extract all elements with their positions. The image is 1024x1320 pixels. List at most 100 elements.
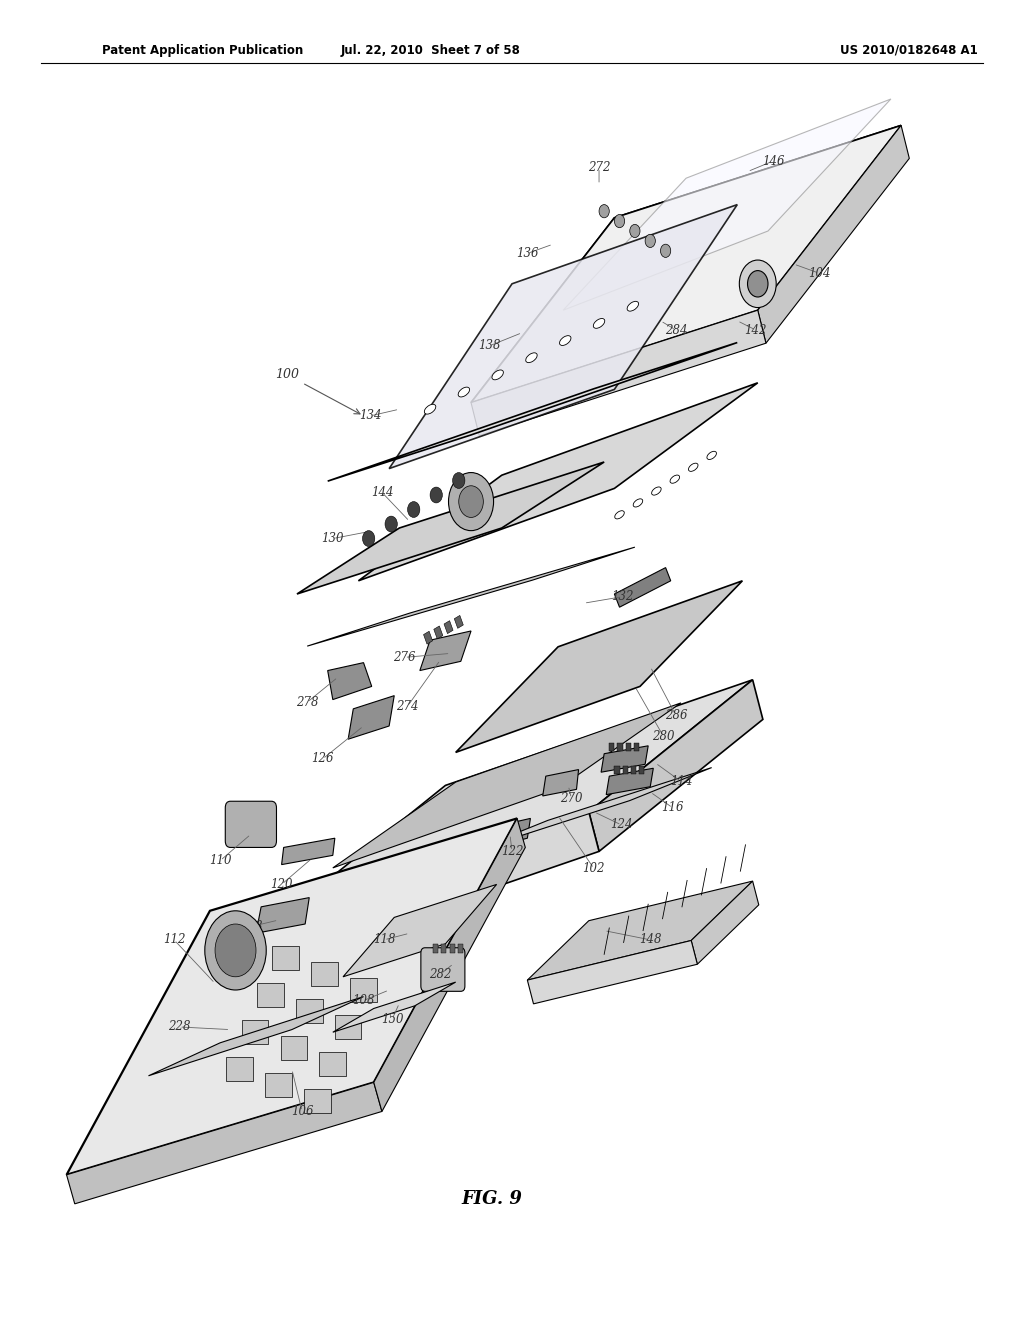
Polygon shape xyxy=(389,205,737,469)
Text: 126: 126 xyxy=(311,752,334,766)
Polygon shape xyxy=(282,680,753,917)
Ellipse shape xyxy=(614,511,625,519)
Ellipse shape xyxy=(688,463,698,471)
Polygon shape xyxy=(420,631,471,671)
Circle shape xyxy=(430,487,442,503)
Text: 108: 108 xyxy=(352,994,375,1007)
Ellipse shape xyxy=(525,352,538,363)
Text: 112: 112 xyxy=(163,933,185,946)
Text: 228: 228 xyxy=(168,1020,190,1034)
Text: Patent Application Publication: Patent Application Publication xyxy=(102,44,304,57)
Text: US 2010/0182648 A1: US 2010/0182648 A1 xyxy=(840,44,978,57)
Text: 142: 142 xyxy=(744,323,767,337)
Text: 132: 132 xyxy=(611,590,634,603)
Text: 282: 282 xyxy=(429,968,452,981)
Polygon shape xyxy=(256,898,309,933)
Text: 120: 120 xyxy=(270,878,293,891)
Circle shape xyxy=(205,911,266,990)
Bar xyxy=(617,743,623,751)
Text: 280: 280 xyxy=(652,730,675,743)
Text: FIG. 9: FIG. 9 xyxy=(461,1189,522,1208)
Bar xyxy=(296,999,323,1023)
Bar xyxy=(458,944,463,953)
Polygon shape xyxy=(543,770,579,796)
Circle shape xyxy=(645,235,655,247)
Polygon shape xyxy=(328,663,372,700)
Bar xyxy=(631,766,636,774)
Polygon shape xyxy=(343,884,497,977)
Bar xyxy=(304,1089,331,1113)
Text: 268: 268 xyxy=(240,920,262,933)
Circle shape xyxy=(459,486,483,517)
Polygon shape xyxy=(307,546,635,645)
Bar xyxy=(265,1073,292,1097)
Bar xyxy=(626,743,631,751)
Bar xyxy=(444,620,453,634)
Bar xyxy=(242,1020,268,1044)
Text: 146: 146 xyxy=(762,154,784,168)
Bar xyxy=(350,978,377,1002)
Circle shape xyxy=(630,224,640,238)
Text: 134: 134 xyxy=(359,409,382,422)
Text: 286: 286 xyxy=(665,709,687,722)
Polygon shape xyxy=(358,383,758,581)
Ellipse shape xyxy=(670,475,680,483)
Bar xyxy=(441,944,446,953)
Ellipse shape xyxy=(633,499,643,507)
Bar xyxy=(226,1057,253,1081)
Text: 274: 274 xyxy=(396,700,419,713)
Polygon shape xyxy=(471,310,766,436)
Polygon shape xyxy=(328,343,737,482)
Bar xyxy=(433,944,438,953)
Bar xyxy=(639,766,644,774)
Text: 104: 104 xyxy=(808,267,830,280)
Text: 100: 100 xyxy=(274,368,299,381)
Text: 114: 114 xyxy=(670,775,692,788)
Bar xyxy=(272,946,299,970)
Ellipse shape xyxy=(707,451,717,459)
Circle shape xyxy=(385,516,397,532)
Bar xyxy=(609,743,614,751)
Text: 124: 124 xyxy=(610,818,633,832)
Text: 150: 150 xyxy=(381,1012,403,1026)
Circle shape xyxy=(748,271,768,297)
Polygon shape xyxy=(297,462,604,594)
Bar xyxy=(335,1015,361,1039)
Polygon shape xyxy=(456,581,742,752)
Polygon shape xyxy=(67,818,517,1175)
Polygon shape xyxy=(758,125,909,343)
Bar xyxy=(623,766,628,774)
Text: 276: 276 xyxy=(393,651,416,664)
Bar xyxy=(450,944,455,953)
Ellipse shape xyxy=(424,404,436,414)
Bar xyxy=(319,1052,346,1076)
Bar xyxy=(424,631,432,644)
Ellipse shape xyxy=(458,387,470,397)
Ellipse shape xyxy=(627,301,639,312)
Polygon shape xyxy=(333,702,681,869)
Text: 118: 118 xyxy=(373,933,395,946)
Text: 110: 110 xyxy=(209,854,231,867)
Polygon shape xyxy=(466,767,712,854)
Polygon shape xyxy=(282,812,599,957)
Text: 116: 116 xyxy=(662,801,684,814)
Circle shape xyxy=(453,473,465,488)
Text: 272: 272 xyxy=(588,161,610,174)
FancyBboxPatch shape xyxy=(421,948,465,991)
Circle shape xyxy=(739,260,776,308)
Ellipse shape xyxy=(651,487,662,495)
Polygon shape xyxy=(527,882,753,979)
Text: 130: 130 xyxy=(322,532,344,545)
Bar xyxy=(281,1036,307,1060)
Text: 144: 144 xyxy=(371,486,393,499)
Text: 148: 148 xyxy=(639,933,662,946)
Text: 284: 284 xyxy=(665,323,687,337)
Text: 136: 136 xyxy=(516,247,539,260)
Polygon shape xyxy=(614,568,671,607)
Polygon shape xyxy=(471,125,901,403)
Polygon shape xyxy=(589,680,763,851)
Polygon shape xyxy=(374,818,525,1111)
Bar xyxy=(614,766,620,774)
Text: 122: 122 xyxy=(501,845,523,858)
Text: 270: 270 xyxy=(560,792,583,805)
